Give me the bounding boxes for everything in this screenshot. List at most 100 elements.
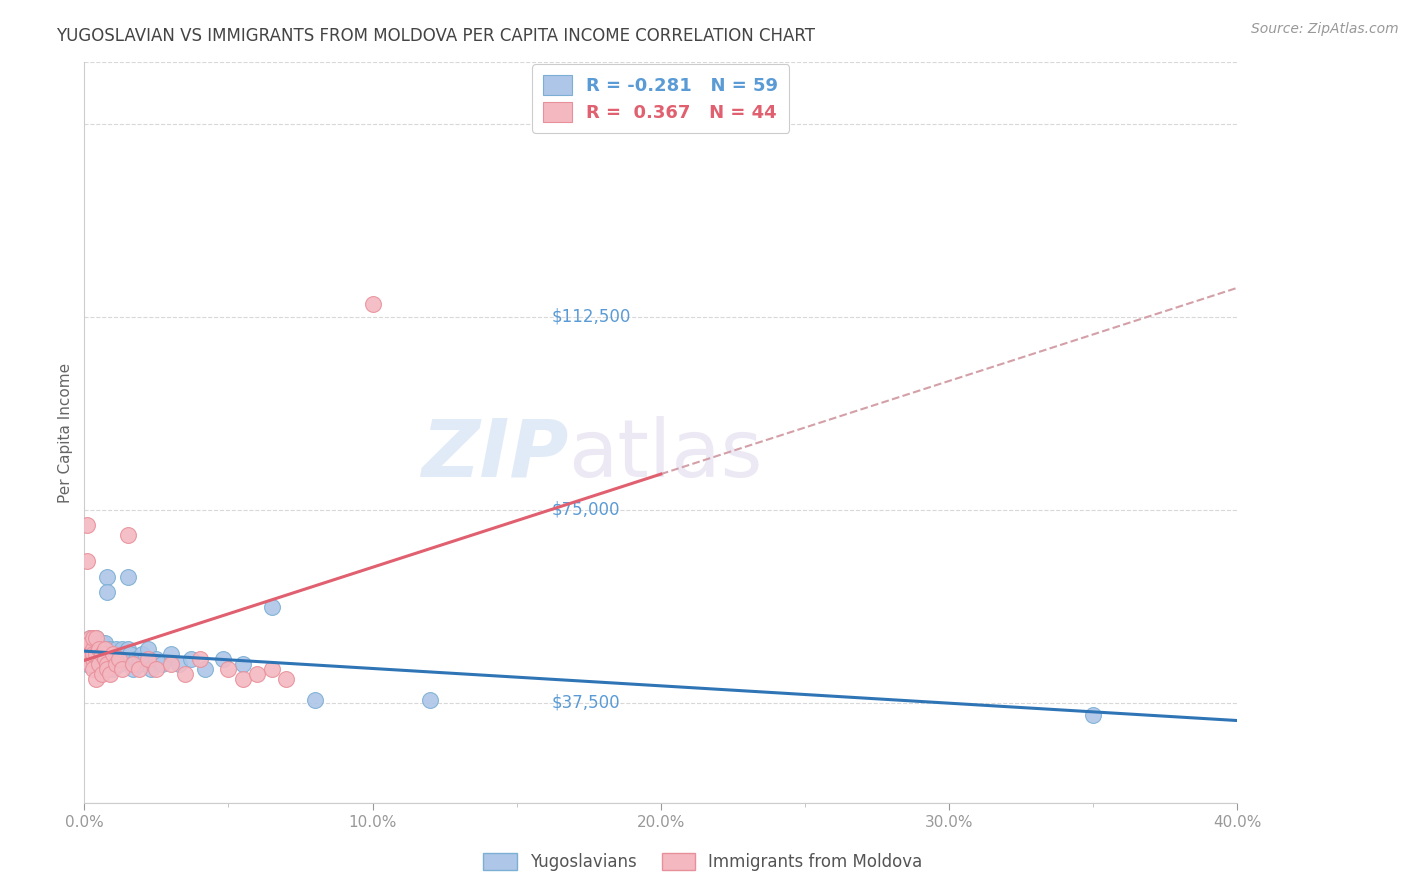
Point xyxy=(419,693,441,707)
Point xyxy=(103,647,124,661)
Point xyxy=(108,647,131,661)
Point xyxy=(103,647,124,661)
Point xyxy=(84,632,107,646)
Point xyxy=(98,652,121,666)
Point xyxy=(76,647,98,661)
Point xyxy=(76,647,98,661)
Point xyxy=(117,528,139,542)
Point xyxy=(111,641,134,656)
Point xyxy=(84,647,107,661)
Point xyxy=(122,662,145,676)
Point xyxy=(87,641,110,656)
Point xyxy=(84,652,107,666)
Point xyxy=(84,641,107,656)
Point xyxy=(96,647,118,661)
Point xyxy=(79,652,101,666)
Point xyxy=(96,585,118,599)
Point xyxy=(84,647,107,661)
Text: $112,500: $112,500 xyxy=(551,308,631,326)
Point xyxy=(84,632,107,646)
Point xyxy=(90,636,112,650)
Point xyxy=(96,662,118,676)
Point xyxy=(82,662,104,676)
Point xyxy=(232,673,254,687)
Point xyxy=(93,641,115,656)
Point xyxy=(160,647,183,661)
Text: $37,500: $37,500 xyxy=(551,694,620,712)
Point xyxy=(82,657,104,671)
Point xyxy=(79,652,101,666)
Point xyxy=(76,518,98,533)
Point xyxy=(232,657,254,671)
Point xyxy=(90,667,112,681)
Point xyxy=(125,652,148,666)
Point xyxy=(105,641,128,656)
Point xyxy=(79,647,101,661)
Point xyxy=(150,657,173,671)
Point xyxy=(1083,708,1105,723)
Text: atlas: atlas xyxy=(568,416,763,494)
Point xyxy=(84,662,107,676)
Legend: R = -0.281   N = 59, R =  0.367   N = 44: R = -0.281 N = 59, R = 0.367 N = 44 xyxy=(533,64,789,133)
Point xyxy=(79,641,101,656)
Point xyxy=(105,652,128,666)
Point xyxy=(79,641,101,656)
Point xyxy=(79,632,101,646)
Point xyxy=(246,667,269,681)
Point xyxy=(87,657,110,671)
Point xyxy=(82,641,104,656)
Text: ZIP: ZIP xyxy=(422,416,568,494)
Point xyxy=(82,647,104,661)
Point xyxy=(96,569,118,583)
Point xyxy=(98,641,121,656)
Point xyxy=(82,641,104,656)
Point xyxy=(93,641,115,656)
Point xyxy=(194,662,217,676)
Point xyxy=(174,667,197,681)
Point xyxy=(128,657,150,671)
Point xyxy=(79,636,101,650)
Point xyxy=(79,657,101,671)
Point xyxy=(122,657,145,671)
Legend: Yugoslavians, Immigrants from Moldova: Yugoslavians, Immigrants from Moldova xyxy=(475,845,931,880)
Point xyxy=(218,662,240,676)
Point xyxy=(276,673,298,687)
Point xyxy=(93,636,115,650)
Point xyxy=(84,673,107,687)
Point xyxy=(145,662,167,676)
Point xyxy=(260,662,283,676)
Y-axis label: Per Capita Income: Per Capita Income xyxy=(58,362,73,503)
Point xyxy=(87,641,110,656)
Point xyxy=(117,569,139,583)
Point xyxy=(131,647,153,661)
Point xyxy=(211,652,233,666)
Point xyxy=(103,662,124,676)
Point xyxy=(90,647,112,661)
Point xyxy=(180,652,202,666)
Point xyxy=(120,647,142,661)
Point xyxy=(87,657,110,671)
Point xyxy=(114,652,136,666)
Point xyxy=(160,657,183,671)
Point xyxy=(82,647,104,661)
Point xyxy=(134,652,156,666)
Point xyxy=(82,652,104,666)
Point xyxy=(87,647,110,661)
Point xyxy=(79,636,101,650)
Point xyxy=(76,554,98,568)
Point xyxy=(136,641,159,656)
Point xyxy=(76,657,98,671)
Text: Source: ZipAtlas.com: Source: ZipAtlas.com xyxy=(1251,22,1399,37)
Point xyxy=(79,632,101,646)
Point xyxy=(108,657,131,671)
Text: $150,000: $150,000 xyxy=(551,115,630,133)
Point xyxy=(98,667,121,681)
Point xyxy=(128,662,150,676)
Point xyxy=(82,632,104,646)
Point xyxy=(96,657,118,671)
Point xyxy=(136,652,159,666)
Point xyxy=(169,657,191,671)
Point xyxy=(105,657,128,671)
Point xyxy=(82,652,104,666)
Point xyxy=(145,652,167,666)
